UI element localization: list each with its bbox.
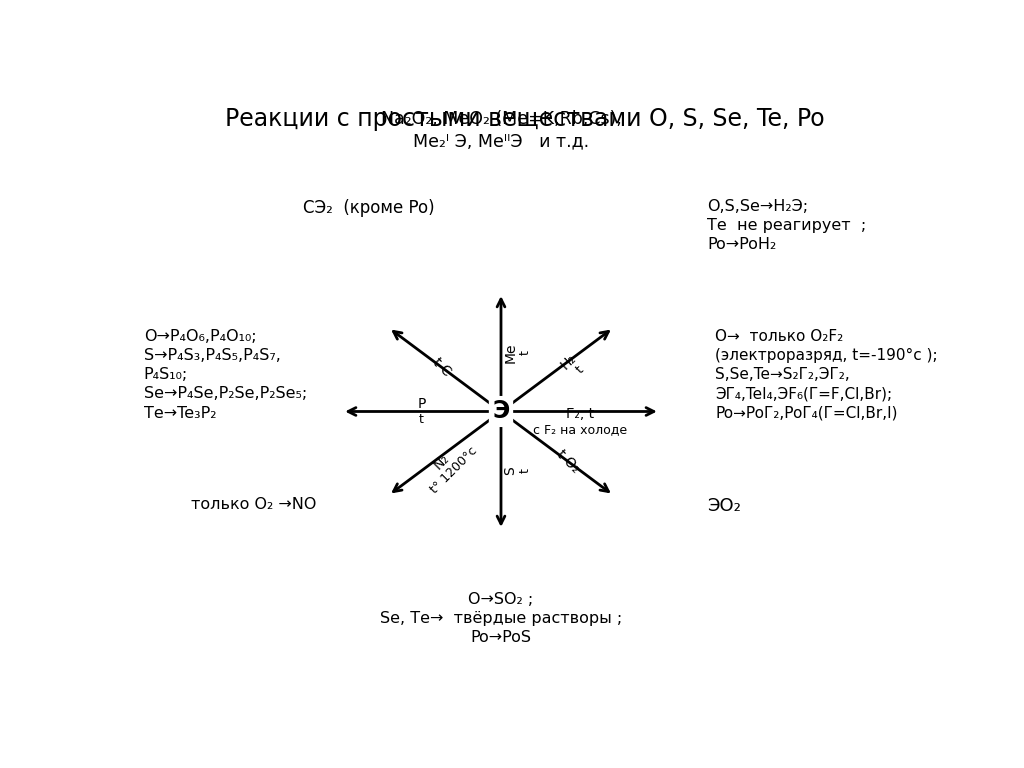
Text: S: S [504, 466, 517, 475]
Text: H₂: H₂ [558, 351, 579, 372]
Text: СЭ₂  (кроме Po): СЭ₂ (кроме Po) [303, 199, 434, 217]
Text: Г₂, t: Г₂, t [566, 408, 594, 422]
Text: O→P₄O₆,P₄O₁₀;
S→P₄S₃,P₄S₅,P₄S₇,
P₄S₁₀;
Se→P₄Se,P₂Se,P₂Se₅;
Тe→Te₃P₂: O→P₄O₆,P₄O₁₀; S→P₄S₃,P₄S₅,P₄S₇, P₄S₁₀; S… [143, 329, 307, 421]
Text: Реакции с простыми веществами O, S, Se, Te, Po: Реакции с простыми веществами O, S, Se, … [225, 107, 824, 131]
Text: t: t [518, 350, 531, 355]
Text: N₂: N₂ [431, 451, 452, 472]
Text: с F₂ на холоде: с F₂ на холоде [534, 422, 628, 435]
Text: t° 1200°c: t° 1200°c [427, 445, 479, 497]
Text: t: t [419, 412, 424, 425]
Text: ЭО₂: ЭО₂ [708, 497, 741, 515]
Text: Me: Me [504, 342, 517, 362]
Text: Э: Э [493, 399, 510, 423]
Text: Na₂O₂, MeO₂ (Me=K,Rb,Cs),
Me₂ᴵ Э, MeᴵᴵЭ   и т.д.: Na₂O₂, MeO₂ (Me=K,Rb,Cs), Me₂ᴵ Э, MeᴵᴵЭ … [381, 110, 622, 151]
Text: P: P [418, 397, 426, 412]
Text: O→SO₂ ;
Se, Те→  твёрдые растворы ;
Po→PoS: O→SO₂ ; Se, Те→ твёрдые растворы ; Po→Po… [380, 592, 623, 645]
Text: t: t [574, 364, 587, 376]
Text: O→  только O₂F₂
(электроразряд, t=-190°c );
S,Se,Te→S₂Г₂,ЭГ₂,
ЭГ₄,TeI₄,ЭF₆(Г=F,C: O→ только O₂F₂ (электроразряд, t=-190°c … [715, 329, 938, 421]
Text: только O₂ →NO: только O₂ →NO [191, 497, 316, 512]
Text: t O₂: t O₂ [554, 448, 583, 476]
Text: O,S,Se→H₂Э;
Те  не реагирует  ;
Po→PoH₂: O,S,Se→H₂Э; Те не реагирует ; Po→PoH₂ [708, 199, 866, 252]
Text: t C: t C [430, 356, 454, 379]
Text: t: t [518, 468, 531, 473]
